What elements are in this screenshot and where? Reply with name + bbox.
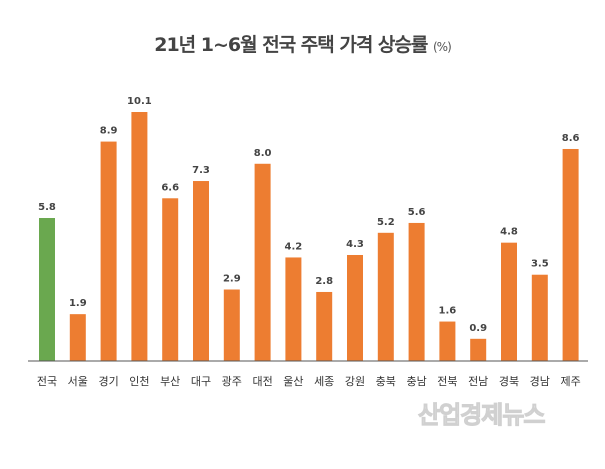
data-label-9: 2.8	[315, 276, 333, 287]
bar-11	[377, 232, 394, 361]
data-label-12: 5.6	[408, 207, 426, 218]
data-label-14: 0.9	[469, 323, 487, 334]
title-text: 21년 1~6월 전국 주택 가격 상승률	[154, 34, 428, 56]
data-label-1: 1.9	[69, 298, 87, 309]
data-label-5: 7.3	[192, 165, 210, 176]
category-label-15: 경북	[499, 375, 519, 388]
category-label-5: 대구	[191, 375, 211, 388]
title-unit: (%)	[433, 40, 452, 54]
bar-15	[501, 242, 517, 361]
bar-4	[162, 198, 179, 361]
category-label-14: 전남	[468, 375, 488, 388]
bar-9	[316, 291, 333, 361]
bar-12	[408, 222, 425, 361]
category-label-16: 경남	[530, 375, 550, 388]
bar-0	[39, 218, 55, 361]
data-label-17: 8.6	[562, 133, 580, 144]
category-label-7: 대전	[252, 375, 272, 388]
bar-17	[562, 148, 579, 361]
category-label-13: 전북	[437, 375, 457, 388]
category-label-6: 광주	[222, 375, 242, 388]
category-label-9: 세종	[314, 375, 334, 388]
bar-5	[193, 181, 209, 361]
category-label-1: 서울	[68, 375, 88, 388]
category-label-11: 충북	[376, 375, 396, 388]
data-label-4: 6.6	[161, 182, 179, 193]
data-label-2: 8.9	[100, 126, 118, 137]
bar-2	[100, 141, 117, 361]
data-label-15: 4.8	[500, 227, 518, 238]
category-label-4: 부산	[160, 375, 180, 388]
watermark-logo: 산업경제뉴스	[417, 401, 545, 430]
category-label-3: 인천	[129, 374, 149, 388]
data-label-8: 4.2	[285, 241, 303, 252]
bar-6	[223, 289, 240, 361]
category-label-8: 울산	[283, 375, 303, 388]
bar-14	[470, 338, 487, 361]
chart-title: 21년 1~6월 전국 주택 가격 상승률 (%)	[0, 30, 605, 57]
bar-10	[347, 254, 363, 361]
bar-3	[131, 112, 148, 361]
category-label-0: 전국	[37, 375, 57, 388]
data-label-10: 4.3	[346, 239, 364, 250]
bar-1	[69, 314, 86, 361]
category-label-2: 경기	[98, 375, 118, 388]
bar-7	[254, 163, 271, 361]
data-label-16: 3.5	[531, 259, 549, 270]
data-label-0: 5.8	[38, 202, 56, 213]
data-label-11: 5.2	[377, 217, 395, 228]
category-label-10: 강원	[345, 375, 365, 388]
bar-13	[439, 321, 456, 361]
data-label-13: 1.6	[439, 306, 457, 317]
data-label-7: 8.0	[254, 148, 272, 159]
bar-16	[531, 274, 548, 361]
data-label-6: 2.9	[223, 274, 241, 285]
bar-8	[285, 257, 302, 361]
category-label-17: 제주	[560, 375, 580, 388]
data-label-3: 10.1	[127, 96, 152, 107]
category-label-12: 충남	[406, 375, 426, 388]
